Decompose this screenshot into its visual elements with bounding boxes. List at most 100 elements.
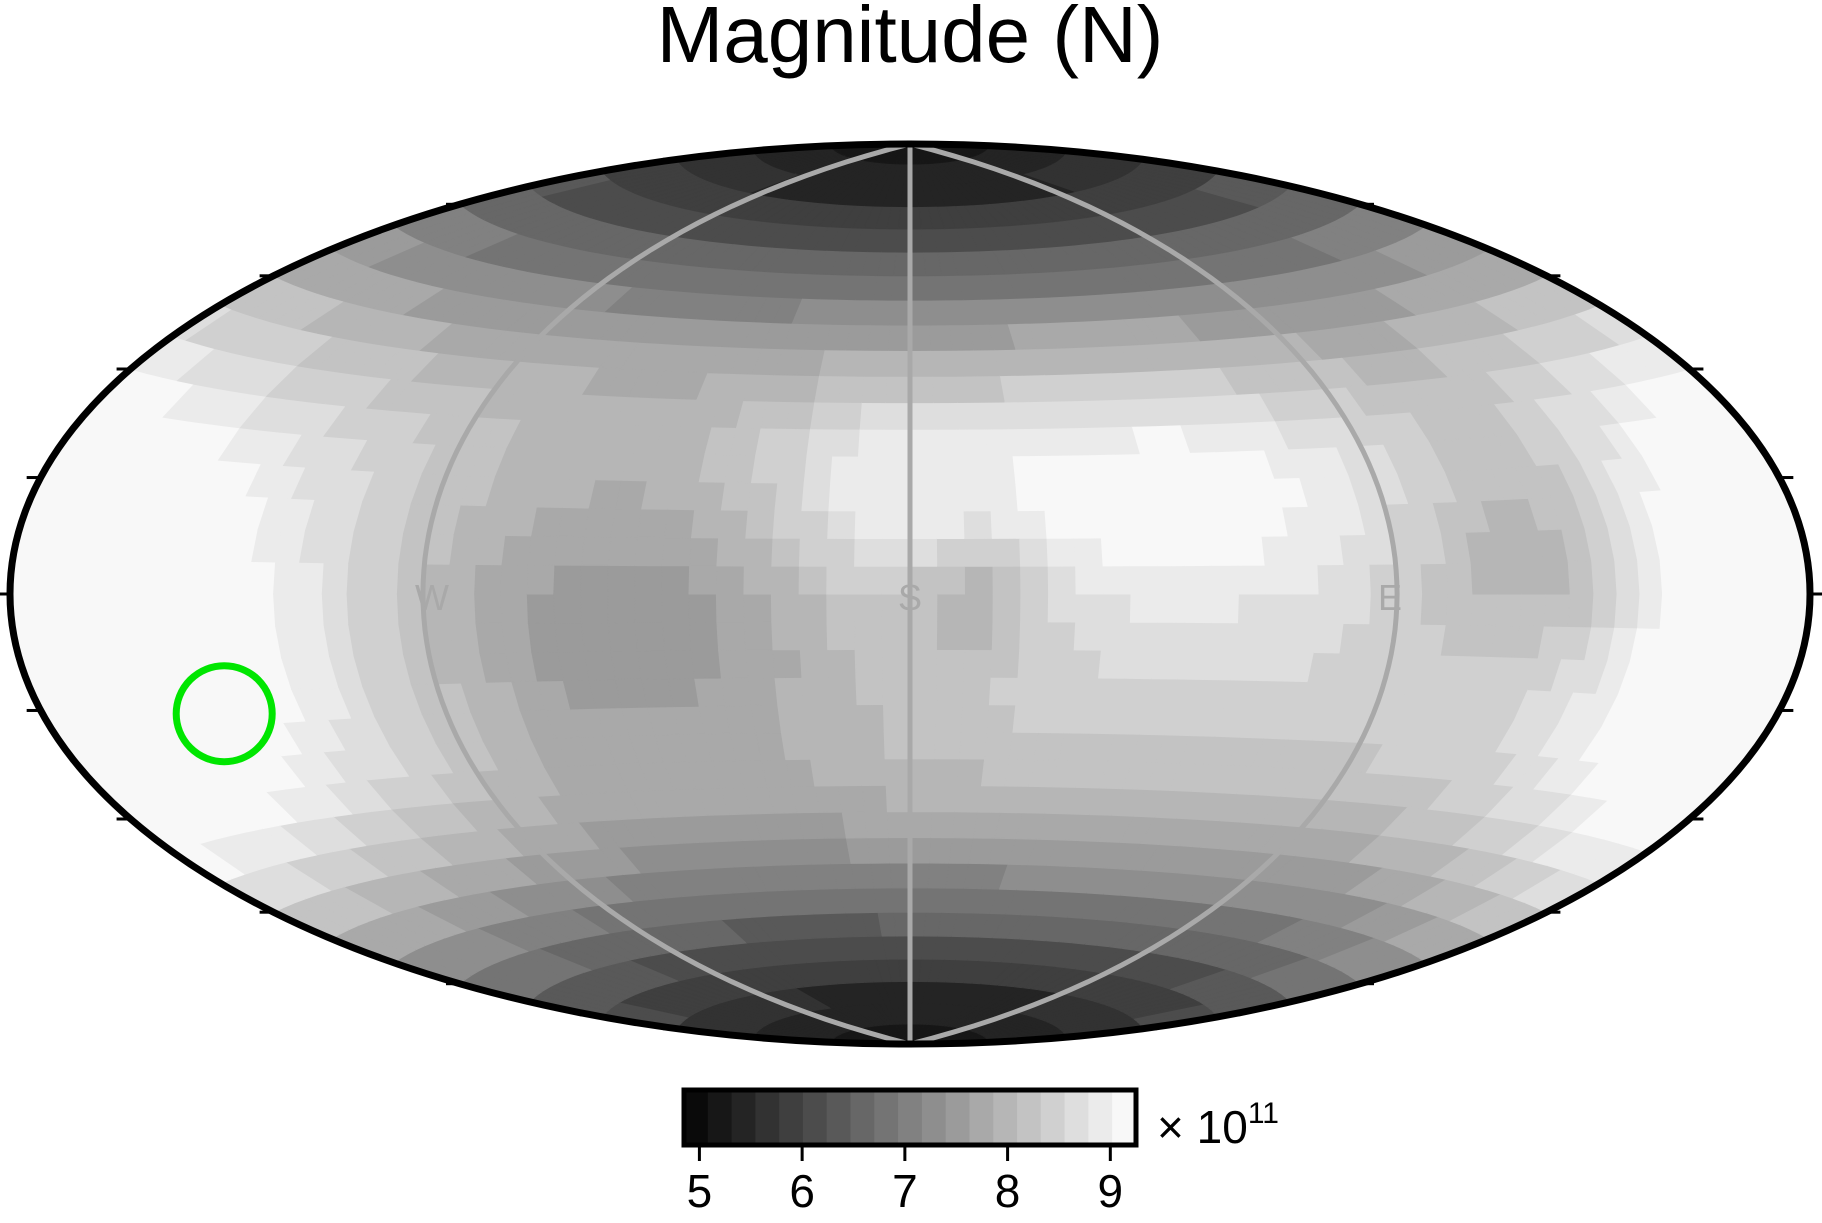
field-cell <box>607 536 639 567</box>
field-cell <box>557 650 590 682</box>
field-cell <box>885 784 911 813</box>
field-cell <box>1127 536 1159 567</box>
field-cell <box>29 593 54 633</box>
direction-label-e: E <box>1378 577 1402 618</box>
field-cell <box>580 536 612 566</box>
field-cell <box>1184 564 1214 595</box>
field-cell <box>854 621 884 650</box>
field-cell <box>1291 564 1320 595</box>
field-cell <box>854 510 884 539</box>
field-cell <box>1470 562 1499 595</box>
field-cell <box>1420 593 1449 626</box>
field-cell <box>984 731 1014 760</box>
field-cell <box>859 758 887 787</box>
field-cell <box>346 593 375 626</box>
field-cell <box>888 836 911 864</box>
colorbar-swatch <box>1088 1090 1113 1145</box>
field-cell <box>1154 536 1186 567</box>
field-cell <box>954 375 983 404</box>
field-cell <box>1008 427 1040 457</box>
field-cell <box>475 534 507 566</box>
colorbar-tick-label: 8 <box>995 1165 1021 1217</box>
field-cell <box>1211 593 1240 624</box>
field-cell <box>720 677 753 707</box>
field-cell <box>799 510 830 539</box>
field-cell <box>1008 731 1040 761</box>
field-cell <box>909 731 937 760</box>
field-cell <box>1317 563 1346 595</box>
field-cell <box>806 731 836 760</box>
field-cell <box>743 621 774 651</box>
highlight-marker <box>172 662 276 766</box>
field-cell <box>935 703 964 733</box>
field-cell <box>933 401 961 430</box>
field-cell <box>929 837 954 864</box>
field-cell <box>801 482 832 512</box>
field-cell <box>771 537 801 567</box>
field-cell <box>1017 509 1048 539</box>
field-cell <box>988 482 1019 512</box>
field-cell <box>661 565 691 595</box>
field-cell <box>1445 593 1474 626</box>
field-cell <box>845 837 872 864</box>
field-cell <box>936 510 966 539</box>
field-cell <box>557 506 590 538</box>
field-cell <box>801 676 832 706</box>
field-cell <box>1124 649 1156 680</box>
field-cell <box>859 401 887 430</box>
field-cell <box>448 563 477 595</box>
field-cell <box>799 649 830 678</box>
field-cell <box>1637 559 1664 595</box>
field-cell <box>855 676 885 706</box>
field-cell <box>1261 535 1293 566</box>
field-cell <box>832 428 861 457</box>
field-cell <box>774 482 805 512</box>
field-cell <box>1681 593 1708 631</box>
field-cell <box>720 481 753 511</box>
field-cell <box>1766 593 1791 633</box>
field-cell <box>1071 509 1102 539</box>
field-cell <box>1567 593 1595 628</box>
colorbar-swatch <box>1040 1090 1066 1145</box>
field-cell <box>861 784 888 813</box>
field-cell <box>777 454 808 484</box>
field-cell <box>830 455 860 484</box>
field-cell <box>688 593 718 623</box>
field-cell <box>321 562 350 595</box>
field-cell <box>873 887 895 913</box>
field-cell <box>935 676 965 706</box>
field-cell <box>1177 507 1210 538</box>
field-cell <box>607 621 639 652</box>
field-cell <box>828 482 858 512</box>
field-cell <box>1495 561 1523 595</box>
field-cell <box>1041 677 1073 706</box>
field-cell <box>1208 536 1240 566</box>
field-cell <box>930 349 956 377</box>
field-cell <box>883 428 911 457</box>
field-cell <box>634 536 666 567</box>
field-cell <box>960 455 990 484</box>
field-cell <box>826 565 856 595</box>
field-cell <box>932 375 959 404</box>
field-cell <box>1287 534 1319 566</box>
field-cell <box>1208 622 1240 652</box>
field-cell <box>909 649 938 678</box>
field-cell <box>960 704 990 733</box>
colorbar-multiplier: × 1011 <box>1157 1097 1279 1153</box>
field-cell <box>1073 537 1104 567</box>
field-cell <box>891 275 911 301</box>
field-cell <box>49 555 75 595</box>
field-cell <box>1567 560 1595 595</box>
field-cell <box>694 677 726 707</box>
field-cell <box>1047 565 1077 595</box>
field-cell <box>1019 537 1049 567</box>
field-cell <box>909 538 939 567</box>
field-cell <box>1211 564 1240 595</box>
field-cell <box>1102 565 1132 595</box>
field-cell <box>1519 593 1547 627</box>
field-cell <box>814 785 843 813</box>
field-cell <box>870 299 893 326</box>
field-cell <box>806 428 836 457</box>
field-cell <box>634 621 666 652</box>
field-cell <box>580 622 612 652</box>
